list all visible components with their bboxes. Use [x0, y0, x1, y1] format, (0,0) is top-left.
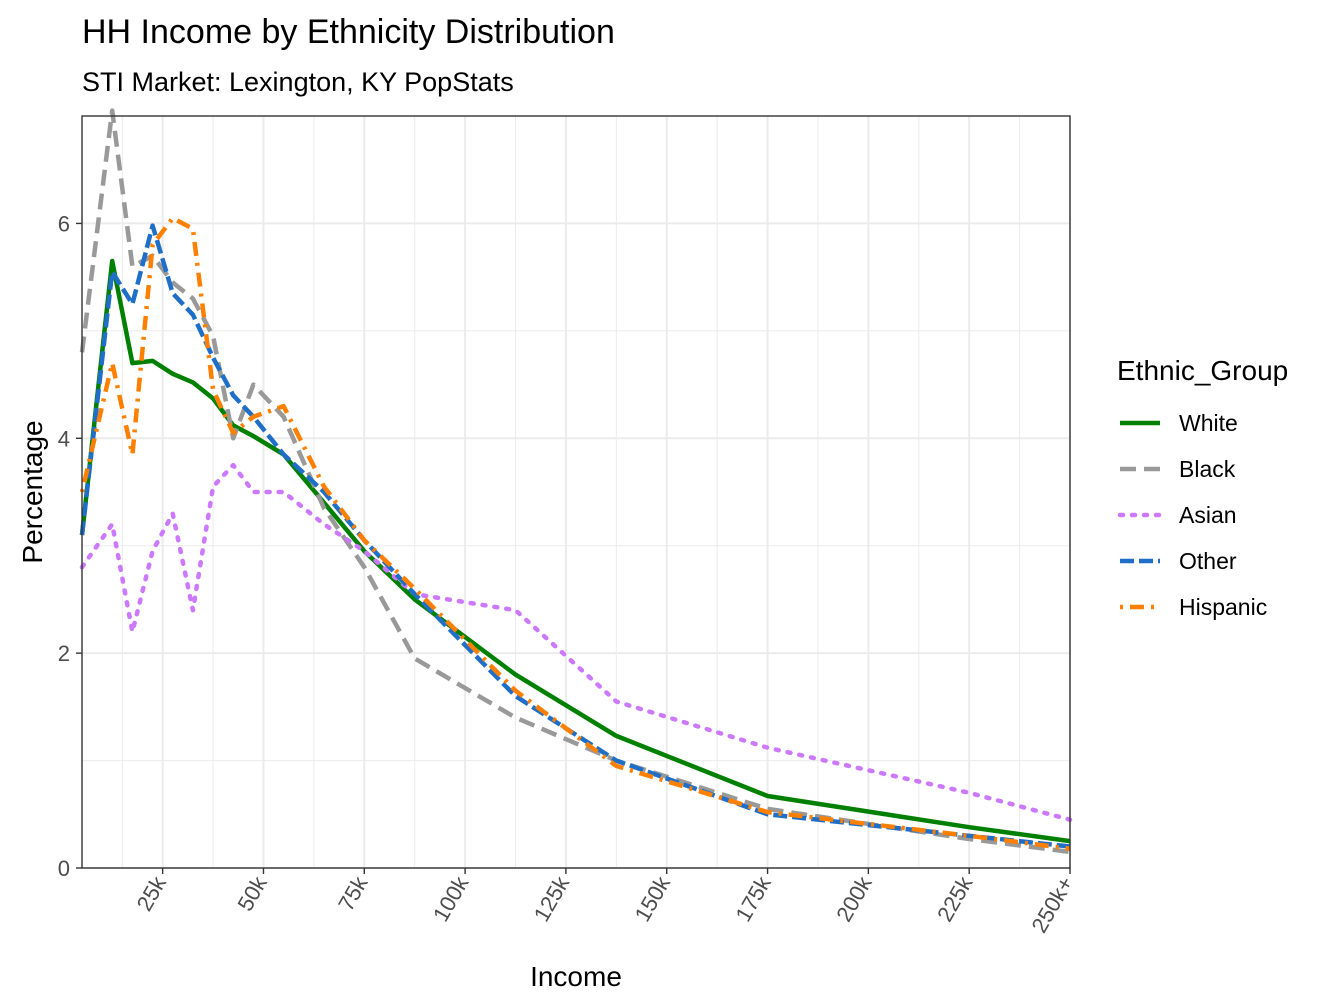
- y-axis: 0 2 4 6: [58, 211, 82, 881]
- y-tick-label: 0: [58, 856, 70, 881]
- y-axis-title: Percentage: [17, 420, 48, 563]
- x-tick-label: 75k: [333, 871, 373, 915]
- legend-label-black: Black: [1179, 456, 1236, 482]
- legend-title: Ethnic_Group: [1117, 355, 1288, 386]
- plot-border: [81, 115, 1071, 869]
- x-tick-label: 175k: [730, 871, 776, 926]
- x-tick-label: 225k: [932, 871, 978, 926]
- x-axis-title: Income: [530, 961, 622, 992]
- series-line-asian: [79, 462, 1073, 822]
- x-tick-label: 25k: [132, 871, 172, 915]
- series-line-hispanic: [79, 215, 1071, 851]
- x-tick-label: 100k: [428, 871, 474, 926]
- legend: Ethnic_Group White Black Asian Other Hispani…: [1117, 355, 1288, 620]
- chart-title: HH Income by Ethnicity Distribution: [82, 13, 615, 51]
- series-line-other: [79, 223, 1071, 849]
- plot-panel: [82, 116, 1070, 868]
- legend-label-white: White: [1179, 410, 1238, 436]
- y-tick-label: 6: [58, 211, 70, 236]
- chart-subtitle: STI Market: Lexington, KY PopStats: [82, 67, 514, 97]
- legend-label-hispanic: Hispanic: [1179, 594, 1267, 620]
- x-tick-label: 150k: [630, 871, 676, 926]
- legend-label-asian: Asian: [1179, 502, 1237, 528]
- y-tick-label: 2: [58, 641, 70, 666]
- x-tick-label: 50k: [232, 871, 272, 915]
- series-line-white: [79, 258, 1071, 844]
- x-tick-label: 125k: [529, 871, 575, 926]
- series-layer: [79, 108, 1073, 855]
- x-tick-label: 200k: [831, 871, 877, 926]
- y-tick-label: 4: [58, 426, 70, 451]
- legend-label-other: Other: [1179, 548, 1237, 574]
- x-axis: 25k 50k 75k 100k 125k 150k 175k 200k 225k 250k+: [132, 868, 1078, 937]
- x-tick-label: 250k+: [1026, 872, 1078, 937]
